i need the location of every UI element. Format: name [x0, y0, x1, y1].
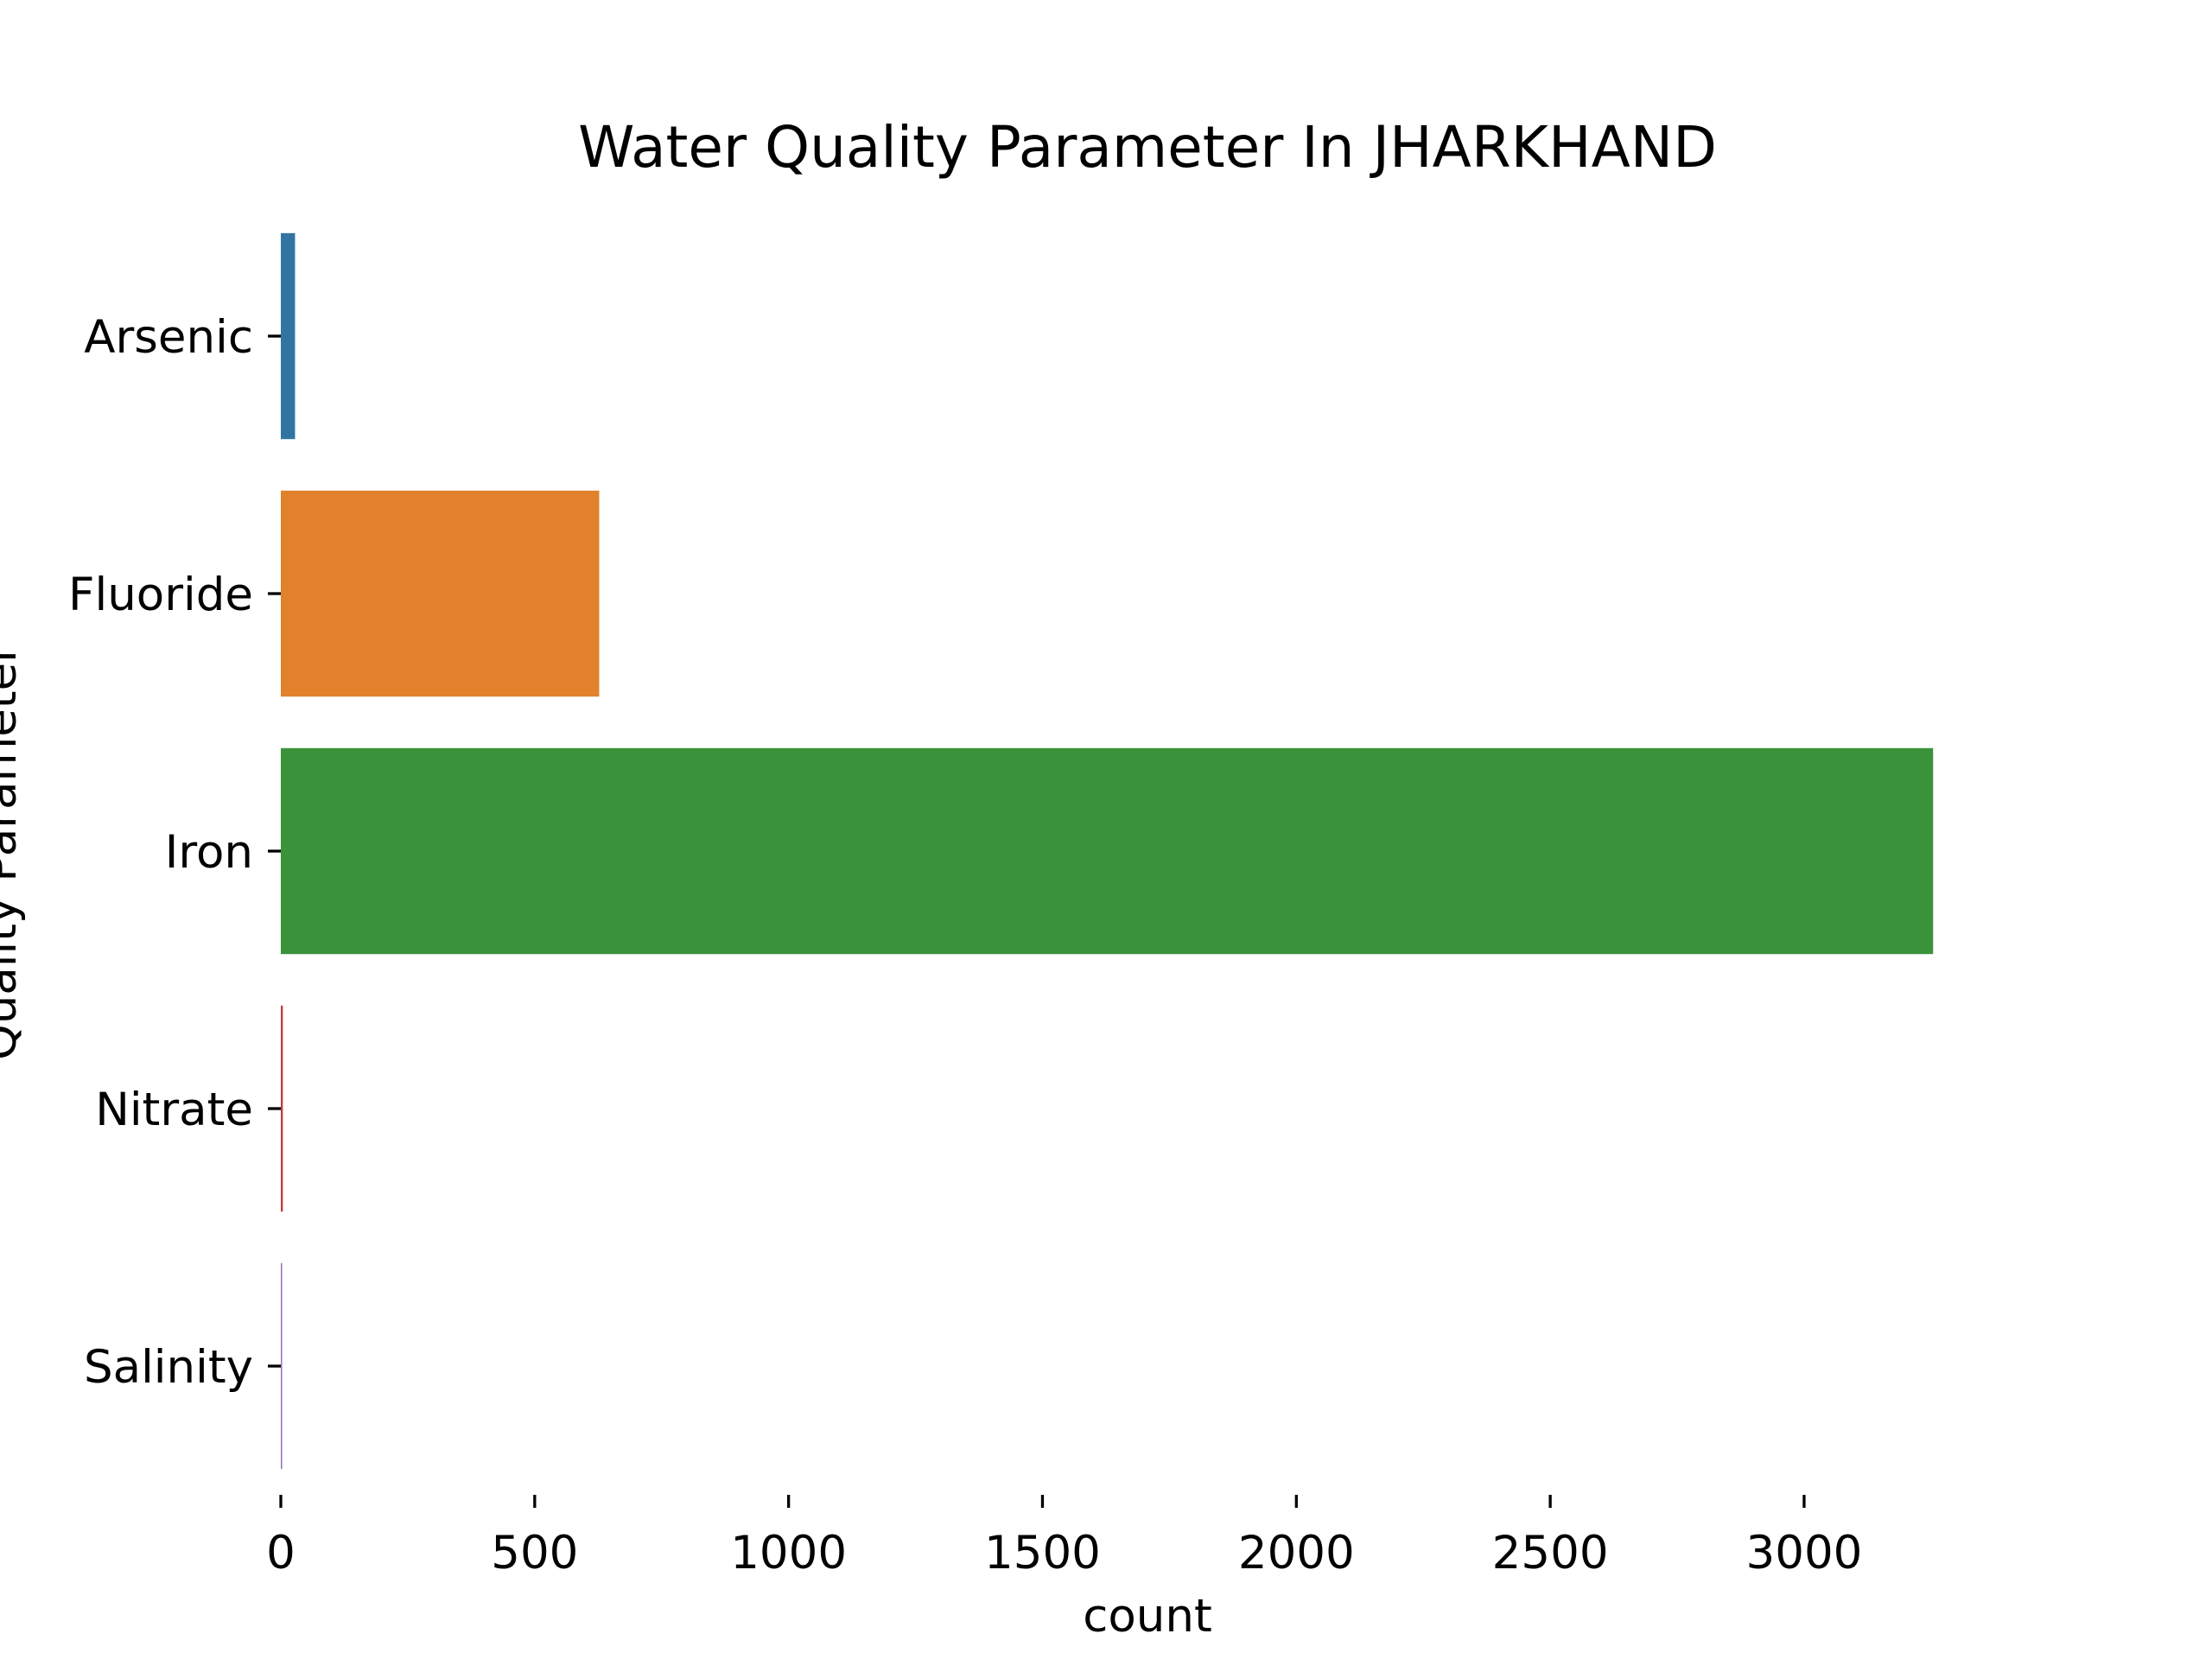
x-axis-label: count: [1083, 1590, 1212, 1643]
bars-layer: [281, 232, 1934, 1470]
y-tick-label: Salinity: [84, 1341, 253, 1394]
y-axis-ticks: Arsenic Fluoride Iron Nitrate Salinity: [68, 311, 281, 1394]
x-tick-label: 2000: [1238, 1527, 1355, 1580]
x-tick-label: 1500: [984, 1527, 1101, 1580]
x-tick-label: 2500: [1492, 1527, 1609, 1580]
y-tick-label: Nitrate: [95, 1084, 253, 1136]
bar-iron: [281, 747, 1934, 955]
y-tick-label: Fluoride: [68, 569, 253, 621]
bar-fluoride: [281, 490, 600, 697]
x-axis-ticks: 0 500 1000 1500 2000 2500 3000: [266, 1495, 1862, 1580]
bar-nitrate: [281, 1005, 283, 1212]
y-tick-label: Iron: [165, 826, 253, 879]
y-axis-label: Quality Parameter: [0, 644, 27, 1060]
bar-arsenic: [281, 232, 296, 440]
x-tick-label: 500: [491, 1527, 578, 1580]
x-tick-label: 3000: [1746, 1527, 1863, 1580]
x-tick-label: 0: [266, 1527, 296, 1580]
bar-salinity: [281, 1262, 283, 1470]
x-tick-label: 1000: [730, 1527, 847, 1580]
chart-title: Water Quality Parameter In JHARKHAND: [578, 114, 1717, 181]
y-tick-label: Arsenic: [84, 311, 253, 364]
